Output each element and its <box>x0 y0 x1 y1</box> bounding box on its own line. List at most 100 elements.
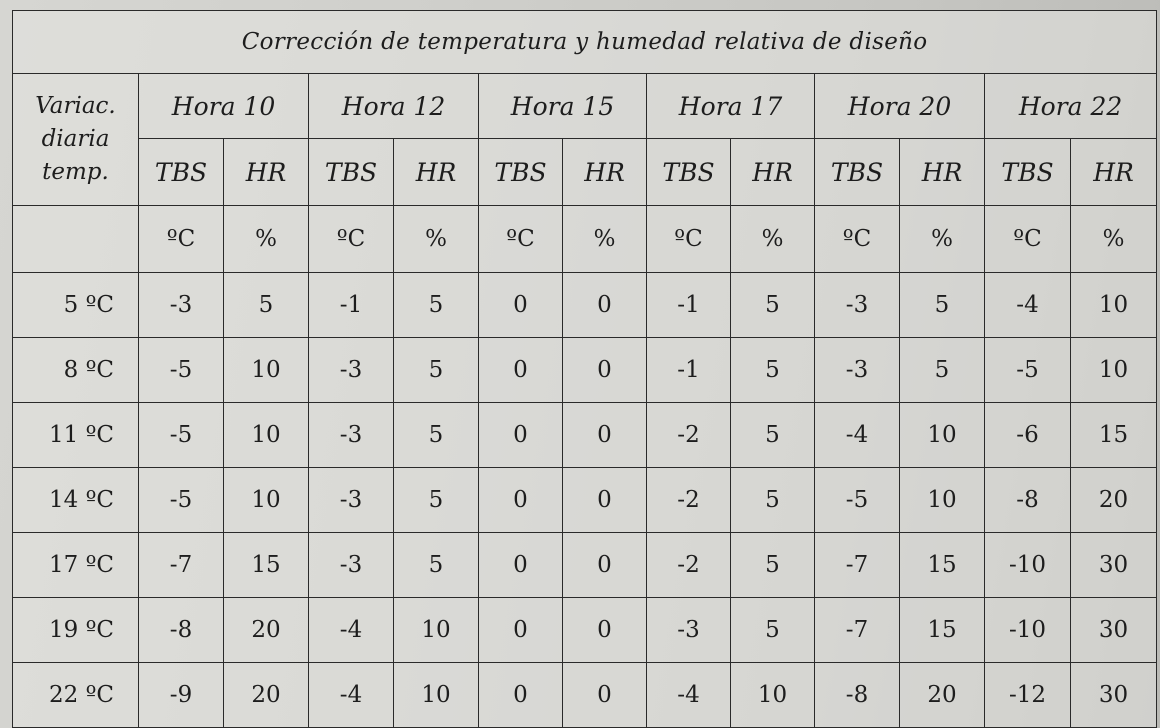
unit-celsius: ºC <box>478 205 563 273</box>
tbs-value: -8 <box>138 597 224 663</box>
hr-header: HR <box>1069 138 1158 206</box>
hr-value: 5 <box>393 337 479 403</box>
hr-value: 5 <box>730 532 815 598</box>
hr-value: 20 <box>899 662 985 728</box>
unit-percent: % <box>899 205 985 273</box>
hr-value: 5 <box>223 272 309 338</box>
unit-row: ºC % ºC % ºC % ºC % ºC % ºC % <box>12 205 1158 273</box>
sub-header-row: TBS HR TBS HR TBS HR TBS HR TBS HR TBS H… <box>13 138 1158 206</box>
tbs-value: -3 <box>646 597 731 663</box>
unit-percent: % <box>223 205 309 273</box>
table-row: 19 ºC -8 20 -4 10 0 0 -3 5 -7 15 -10 30 <box>12 597 1158 663</box>
tbs-value: -8 <box>814 662 900 728</box>
unit-percent: % <box>562 205 647 273</box>
row-label: 17 ºC <box>12 532 139 598</box>
unit-celsius: ºC <box>308 205 394 273</box>
hr-value: 5 <box>393 467 479 533</box>
row-label: 19 ºC <box>12 597 139 663</box>
hr-value: 0 <box>562 272 647 338</box>
tbs-value: -4 <box>308 597 394 663</box>
hr-value: 5 <box>393 532 479 598</box>
hr-value: 5 <box>730 337 815 403</box>
hr-value: 30 <box>1069 597 1158 663</box>
tbs-value: 0 <box>478 337 563 403</box>
tbs-value: -8 <box>984 467 1071 533</box>
row-label: 5 ºC <box>12 272 139 338</box>
tbs-value: -7 <box>814 532 900 598</box>
tbs-value: -2 <box>646 467 731 533</box>
hour-header: Hora 17 <box>646 73 815 139</box>
tbs-value: -4 <box>984 272 1071 338</box>
hr-value: 5 <box>899 272 985 338</box>
hr-value: 10 <box>223 467 309 533</box>
tbs-value: 0 <box>478 532 563 598</box>
hr-header: HR <box>899 138 985 206</box>
row-label: 11 ºC <box>12 402 139 468</box>
tbs-value: 0 <box>478 597 563 663</box>
row-header-line-1: Variac. <box>35 93 116 119</box>
tbs-value: -4 <box>646 662 731 728</box>
hr-value: 10 <box>393 662 479 728</box>
hr-value: 5 <box>730 597 815 663</box>
hr-header: HR <box>393 138 479 206</box>
unit-percent: % <box>1069 205 1158 273</box>
hour-header: Hora 10 <box>138 73 309 139</box>
hr-value: 10 <box>1069 337 1158 403</box>
hr-value: 5 <box>899 337 985 403</box>
unit-celsius: ºC <box>984 205 1071 273</box>
hr-value: 10 <box>393 597 479 663</box>
table-body: 5 ºC -3 5 -1 5 0 0 -1 5 -3 5 -4 10 8 ºC -5 10 -3 5 0 0 -1 5 -3… <box>12 272 1158 728</box>
hour-header-row: Variac. diaria temp. Hora 10 Hora 12 Hor… <box>12 73 1158 206</box>
table-row: 5 ºC -3 5 -1 5 0 0 -1 5 -3 5 -4 10 <box>12 272 1158 338</box>
table-row: 22 ºC -9 20 -4 10 0 0 -4 10 -8 20 -12 30 <box>12 662 1158 728</box>
tbs-value: -3 <box>814 272 900 338</box>
tbs-value: -10 <box>984 597 1071 663</box>
hour-header: Hora 12 <box>308 73 479 139</box>
tbs-value: 0 <box>478 662 563 728</box>
tbs-value: -3 <box>308 467 394 533</box>
tbs-value: -4 <box>814 402 900 468</box>
tbs-value: -1 <box>646 272 731 338</box>
tbs-value: -7 <box>138 532 224 598</box>
tbs-value: -10 <box>984 532 1071 598</box>
table-row: 8 ºC -5 10 -3 5 0 0 -1 5 -3 5 -5 10 <box>12 337 1158 403</box>
row-label: 22 ºC <box>12 662 139 728</box>
hr-header: HR <box>562 138 647 206</box>
hour-header: Hora 22 <box>983 73 1158 139</box>
hr-value: 20 <box>223 597 309 663</box>
row-header-line-3: temp. <box>42 159 109 185</box>
tbs-value: 0 <box>478 402 563 468</box>
hr-value: 5 <box>393 402 479 468</box>
tbs-value: 0 <box>478 272 563 338</box>
hr-value: 10 <box>223 402 309 468</box>
hr-value: 0 <box>562 337 647 403</box>
tbs-value: -3 <box>814 337 900 403</box>
tbs-value: -3 <box>138 272 224 338</box>
tbs-value: -5 <box>814 467 900 533</box>
row-header-label: Variac. diaria temp. <box>12 73 139 206</box>
hr-value: 10 <box>223 337 309 403</box>
hr-value: 30 <box>1069 662 1158 728</box>
table-row: 14 ºC -5 10 -3 5 0 0 -2 5 -5 10 -8 20 <box>12 467 1158 533</box>
title-row: Corrección de temperatura y humedad rela… <box>11 10 1158 74</box>
hr-value: 10 <box>899 402 985 468</box>
hr-value: 10 <box>730 662 815 728</box>
tbs-value: -5 <box>138 467 224 533</box>
hr-value: 15 <box>899 532 985 598</box>
unit-celsius: ºC <box>646 205 731 273</box>
tbs-header: TBS <box>308 138 394 206</box>
hr-value: 20 <box>223 662 309 728</box>
hr-value: 5 <box>393 272 479 338</box>
tbs-value: -7 <box>814 597 900 663</box>
tbs-header: TBS <box>814 138 900 206</box>
hr-header: HR <box>223 138 309 206</box>
hr-header: HR <box>730 138 815 206</box>
tbs-value: -3 <box>308 337 394 403</box>
tbs-header: TBS <box>984 138 1071 206</box>
unit-row-label-empty <box>12 205 139 273</box>
hr-value: 0 <box>562 662 647 728</box>
hr-value: 20 <box>1069 467 1158 533</box>
tbs-value: -2 <box>646 402 731 468</box>
hr-value: 30 <box>1069 532 1158 598</box>
hr-value: 0 <box>562 467 647 533</box>
